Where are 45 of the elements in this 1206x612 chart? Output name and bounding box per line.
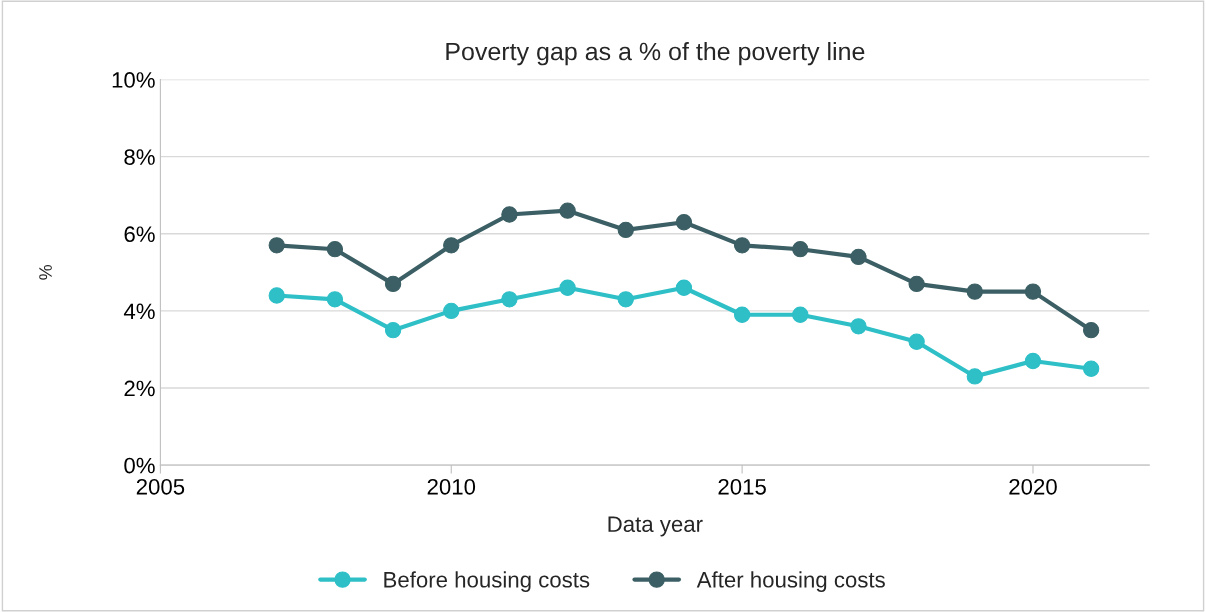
y-tick-label: 6% bbox=[124, 226, 155, 243]
x-tick-label: 2005 bbox=[136, 478, 185, 495]
point bbox=[501, 206, 518, 223]
point bbox=[268, 287, 285, 304]
y-tick-label: 10% bbox=[112, 72, 155, 88]
point bbox=[326, 291, 344, 308]
point bbox=[501, 291, 518, 308]
point bbox=[443, 237, 460, 254]
point bbox=[792, 306, 809, 323]
point bbox=[850, 248, 867, 266]
point bbox=[675, 279, 693, 296]
point bbox=[966, 368, 983, 385]
point bbox=[1082, 360, 1100, 377]
x-tick-label: 2010 bbox=[427, 478, 476, 495]
y-tick-label: 8% bbox=[124, 149, 155, 165]
point bbox=[675, 214, 693, 231]
point bbox=[617, 291, 634, 308]
y-axis-title: % bbox=[39, 264, 52, 280]
point bbox=[1024, 283, 1042, 300]
x-axis-title: Data year bbox=[608, 516, 703, 537]
point bbox=[1082, 322, 1100, 339]
point bbox=[559, 279, 576, 296]
x-tick-label: 2015 bbox=[718, 478, 766, 495]
chart-title: Poverty gap as a % of the poverty line bbox=[446, 42, 865, 66]
point bbox=[326, 241, 344, 258]
point bbox=[443, 302, 460, 320]
y-tick-label: 0% bbox=[124, 457, 155, 474]
legend-label: After housing costs bbox=[696, 571, 885, 592]
point bbox=[850, 318, 867, 335]
point bbox=[792, 241, 809, 258]
point bbox=[733, 237, 751, 254]
point bbox=[1024, 352, 1042, 370]
point bbox=[559, 202, 576, 219]
point bbox=[617, 221, 634, 239]
point bbox=[908, 275, 925, 293]
legend-label: Before housing costs bbox=[384, 571, 590, 592]
point bbox=[384, 322, 402, 339]
x-tick-label: 2020 bbox=[1009, 478, 1057, 495]
point bbox=[966, 283, 983, 300]
point bbox=[908, 333, 925, 350]
y-tick-label: 4% bbox=[123, 303, 155, 320]
point bbox=[733, 306, 751, 323]
y-tick-label: 2% bbox=[124, 380, 155, 397]
point bbox=[384, 275, 402, 293]
point bbox=[268, 237, 285, 254]
